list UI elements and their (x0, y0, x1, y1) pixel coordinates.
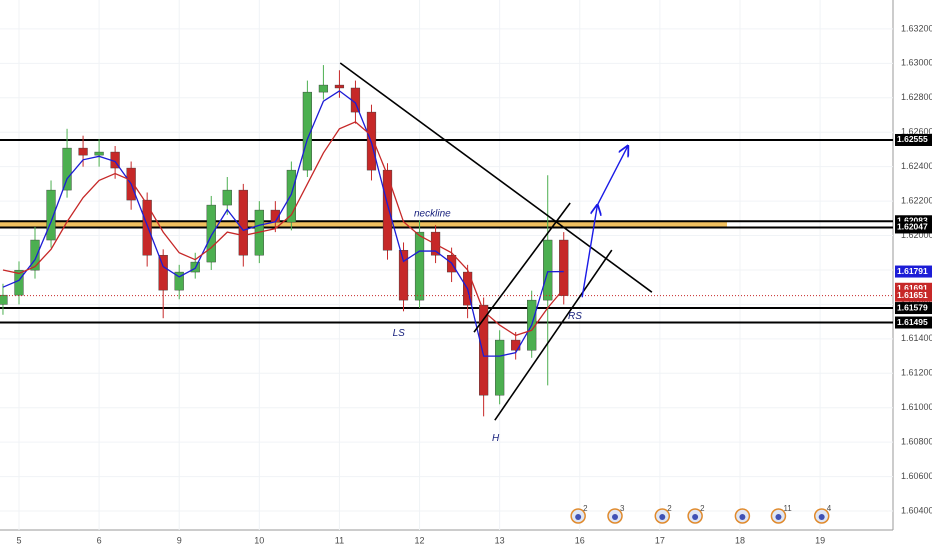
annotation: LS (393, 328, 406, 339)
event-icon-dot (692, 514, 699, 520)
event-icon-dot (612, 514, 619, 520)
event-icon-dot (575, 514, 582, 520)
y-tick-label: 1.61400 (901, 333, 932, 343)
x-tick-label: 10 (254, 535, 264, 545)
trendline (494, 249, 613, 421)
candle-body (286, 169, 296, 223)
price-box-label: 1.61691 (897, 283, 928, 293)
price-box-label: 1.62047 (897, 222, 928, 232)
y-tick-label: 1.61200 (901, 368, 932, 378)
event-count: 4 (827, 504, 832, 513)
y-tick-label: 1.62400 (901, 161, 932, 171)
candle-body (142, 199, 152, 256)
trendline (473, 202, 571, 333)
event-icon-dot (818, 514, 825, 520)
x-tick-label: 11 (335, 535, 344, 545)
x-tick-label: 17 (655, 535, 665, 545)
candle-body (398, 249, 409, 301)
y-tick-label: 1.62800 (901, 92, 932, 102)
candle-body (302, 91, 312, 171)
x-tick-label: 6 (97, 535, 102, 545)
candle-body (62, 147, 72, 191)
candle-body (0, 294, 8, 305)
annotation: H (492, 433, 500, 444)
price-box (895, 316, 932, 329)
y-tick-label: 1.62200 (901, 195, 932, 205)
price-box (895, 289, 932, 302)
x-tick-label: 9 (177, 535, 182, 545)
candle-body (158, 254, 168, 291)
x-tick-label: 18 (735, 535, 745, 545)
candle-body (222, 189, 232, 206)
price-box (895, 302, 932, 315)
event-count: 11 (783, 504, 792, 513)
annotation: neckline (414, 209, 451, 220)
price-box-label: 1.62083 (897, 216, 928, 226)
price-box-label: 1.61579 (897, 302, 928, 312)
y-tick-label: 1.63000 (901, 58, 932, 68)
y-tick-label: 1.63200 (901, 23, 932, 33)
candle-body (543, 239, 553, 301)
y-tick-label: 1.61000 (901, 402, 932, 412)
zone (0, 221, 727, 228)
x-tick-label: 19 (815, 535, 825, 545)
event-count: 2 (700, 504, 705, 513)
candle-body (495, 339, 505, 396)
candle-body (318, 84, 329, 93)
price-box-label: 1.61495 (897, 317, 928, 327)
candle-body (78, 147, 88, 156)
trendline (339, 62, 653, 293)
candle-body (382, 169, 393, 251)
candle-body (238, 189, 248, 256)
moving-average (2, 121, 565, 337)
x-tick-label: 5 (16, 535, 21, 545)
candle-body (414, 231, 425, 301)
y-tick-label: 1.60800 (901, 437, 932, 447)
candle-body (334, 84, 345, 89)
event-count: 3 (620, 504, 625, 513)
candle-body (206, 204, 216, 263)
candle-body (511, 339, 521, 351)
event-count: 2 (583, 504, 588, 513)
event-icon-dot (739, 514, 746, 520)
moving-average (2, 90, 564, 357)
x-tick-label: 13 (495, 535, 505, 545)
candle-body (94, 151, 104, 156)
price-box (895, 133, 932, 146)
annotation: RS (568, 311, 582, 322)
candle-body (46, 189, 56, 241)
price-box-label: 1.62555 (897, 134, 928, 144)
candle-body (559, 239, 569, 296)
x-tick-label: 12 (415, 535, 425, 545)
candle-body (174, 271, 184, 291)
y-tick-label: 1.62600 (901, 127, 932, 137)
candle-body (479, 304, 489, 396)
price-box-label: 1.61791 (897, 266, 928, 276)
projection-arrow (596, 146, 627, 206)
event-icon-dot (659, 514, 666, 520)
price-box-label: 1.61651 (897, 290, 928, 300)
x-tick-label: 16 (575, 535, 585, 545)
event-count: 2 (667, 504, 672, 513)
event-icon-dot (775, 514, 782, 520)
y-tick-label: 1.62000 (901, 230, 932, 240)
y-tick-label: 1.60400 (901, 505, 932, 515)
y-tick-label: 1.60600 (901, 471, 932, 481)
price-box (895, 221, 932, 234)
projection-arrow (581, 205, 597, 298)
candle-body (30, 239, 40, 271)
price-box (895, 265, 932, 278)
